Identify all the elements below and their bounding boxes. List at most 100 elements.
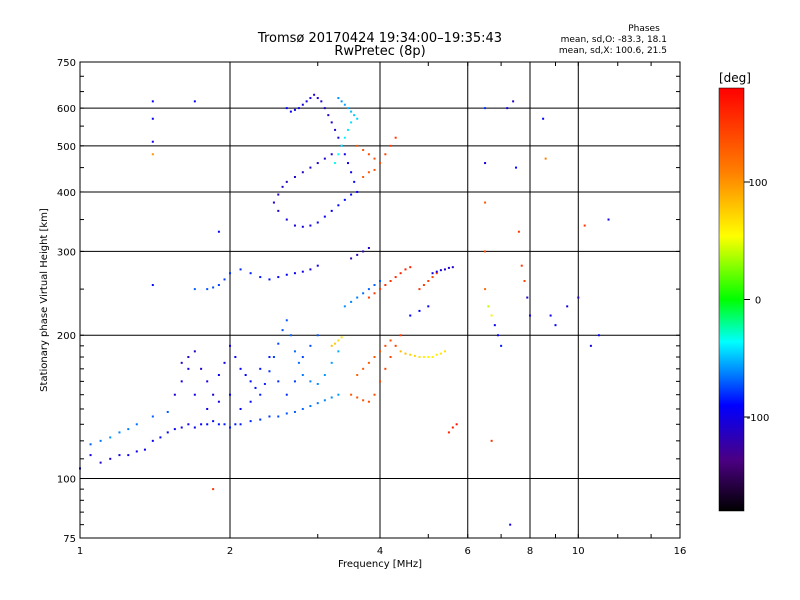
data-point xyxy=(309,380,312,383)
data-point xyxy=(229,344,231,347)
data-point xyxy=(418,309,421,312)
data-point xyxy=(109,436,112,439)
data-point xyxy=(337,393,340,396)
data-point xyxy=(320,100,323,103)
data-point xyxy=(259,367,262,370)
data-point xyxy=(249,380,252,383)
data-point xyxy=(427,356,430,359)
data-point xyxy=(379,380,381,383)
data-point xyxy=(301,407,304,410)
data-point xyxy=(343,198,346,201)
data-point xyxy=(544,157,547,160)
data-point xyxy=(281,185,284,188)
data-point xyxy=(431,272,434,275)
y-tick-label: 100 xyxy=(57,475,76,486)
data-point xyxy=(350,110,353,113)
data-point xyxy=(367,400,370,403)
data-point xyxy=(193,426,196,429)
data-point xyxy=(272,201,275,204)
data-point xyxy=(409,266,412,269)
data-point xyxy=(309,224,312,227)
data-point xyxy=(187,356,190,359)
data-point xyxy=(439,269,442,272)
data-point xyxy=(301,270,304,273)
data-point xyxy=(373,157,376,160)
y-tick-label: 750 xyxy=(57,58,76,69)
data-point xyxy=(316,97,319,100)
data-point xyxy=(484,162,487,165)
x-tick-label: 10 xyxy=(572,546,585,557)
data-point xyxy=(431,276,434,279)
data-point xyxy=(285,393,288,396)
data-point xyxy=(340,100,343,103)
data-point xyxy=(151,100,154,103)
data-point xyxy=(577,296,580,299)
data-point xyxy=(193,393,196,396)
data-point xyxy=(330,153,333,156)
data-point xyxy=(394,344,397,347)
data-point xyxy=(484,107,487,110)
data-point xyxy=(217,423,220,426)
data-point xyxy=(367,247,370,250)
data-point xyxy=(293,224,296,227)
data-point xyxy=(285,412,288,415)
data-point xyxy=(384,153,387,156)
data-point xyxy=(356,396,359,399)
x-tick-label: 16 xyxy=(674,546,687,557)
data-point xyxy=(373,284,376,287)
data-point xyxy=(356,190,359,193)
data-point xyxy=(350,393,353,396)
x-axis-ticks: 1 2 4 6 8 10 16 xyxy=(77,62,687,557)
data-point xyxy=(422,284,425,287)
data-point xyxy=(350,193,353,196)
data-point xyxy=(223,423,226,426)
data-point xyxy=(268,415,271,418)
data-point xyxy=(212,488,215,491)
data-point xyxy=(316,264,319,267)
data-point xyxy=(127,428,130,431)
data-point xyxy=(404,352,407,355)
data-point xyxy=(297,361,300,364)
data-point xyxy=(394,276,397,279)
data-point xyxy=(353,114,356,117)
data-point xyxy=(389,144,392,147)
colorbar-tick-label: 0 xyxy=(755,296,761,307)
data-point xyxy=(490,439,493,442)
y-tick-label: 400 xyxy=(57,188,76,199)
data-point xyxy=(200,367,203,370)
data-point xyxy=(520,264,523,267)
x-tick-label: 6 xyxy=(465,546,471,557)
data-point xyxy=(330,209,333,212)
data-point xyxy=(316,402,319,405)
y-tick-label: 75 xyxy=(63,534,76,545)
data-point xyxy=(500,344,503,347)
data-point xyxy=(367,153,370,156)
data-point xyxy=(285,180,288,183)
data-point xyxy=(487,305,490,308)
data-point xyxy=(379,350,381,353)
data-point xyxy=(309,344,312,347)
data-point xyxy=(309,166,312,169)
data-point xyxy=(316,382,319,385)
data-point xyxy=(512,100,515,103)
data-point xyxy=(301,171,304,174)
data-point xyxy=(277,415,280,418)
data-point xyxy=(277,380,280,383)
data-point xyxy=(212,286,215,289)
data-point xyxy=(373,292,376,295)
data-point xyxy=(343,103,346,106)
data-point xyxy=(268,370,271,373)
data-point xyxy=(309,405,312,408)
data-point xyxy=(151,284,154,287)
data-point xyxy=(293,272,296,275)
data-point xyxy=(362,292,365,295)
data-point xyxy=(212,420,215,423)
data-point xyxy=(99,461,102,464)
data-point xyxy=(542,117,545,120)
data-point xyxy=(259,276,262,279)
data-point xyxy=(493,324,496,327)
data-point xyxy=(523,280,526,283)
y-tick-label: 500 xyxy=(57,142,76,153)
data-point xyxy=(327,114,330,117)
colorbar-tick-label: 100 xyxy=(748,178,767,189)
